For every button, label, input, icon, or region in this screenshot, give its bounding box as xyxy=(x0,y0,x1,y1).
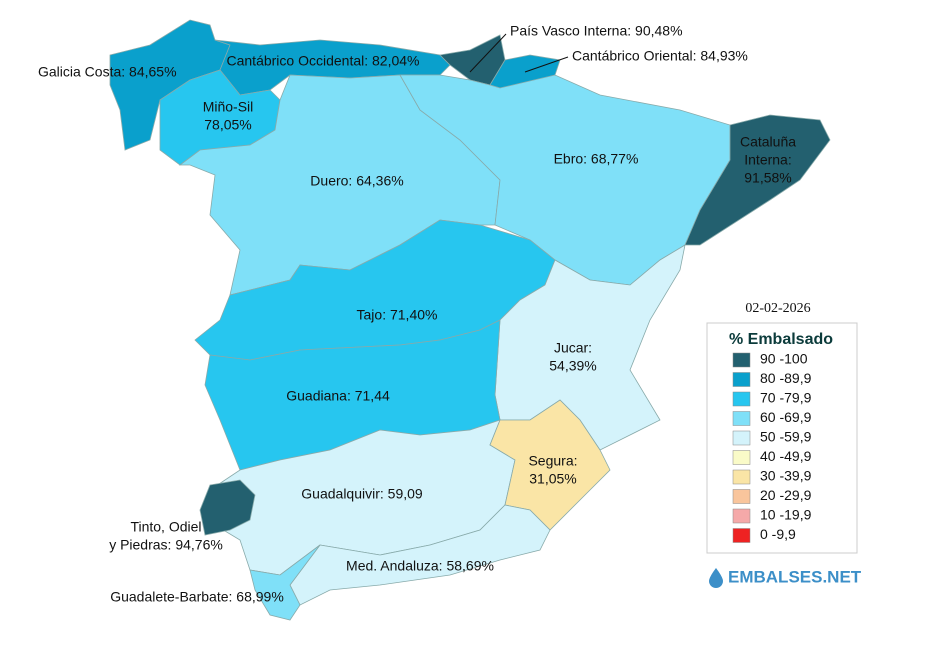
legend-swatch xyxy=(732,469,751,485)
legend-swatch xyxy=(732,372,751,387)
legend-swatch xyxy=(732,411,751,426)
legend-items: 90 -100 80 -89,9 70 -79,9 60 -69,9 50 -59,9 4… xyxy=(732,351,812,543)
basin-label: Miño-Sil xyxy=(203,99,254,115)
basin-label: Tajo: 71,40% xyxy=(357,307,438,323)
basin-label: Guadalquivir: 59,09 xyxy=(301,486,423,502)
basin-label: País Vasco Interna: 90,48% xyxy=(510,23,683,39)
basin-label: Guadiana: 71,44 xyxy=(286,388,390,404)
basin-label: 54,39% xyxy=(549,358,596,374)
legend-label: 50 -59,9 xyxy=(760,429,812,445)
brand-icon xyxy=(709,568,723,588)
legend-label: 0 -9,9 xyxy=(760,526,796,542)
date: 02-02-2026 xyxy=(745,301,810,316)
basin-label: y Piedras: 94,76% xyxy=(109,537,223,553)
legend-swatch xyxy=(732,450,751,465)
brand: EMBALSES.NET xyxy=(728,567,862,586)
legend-label: 60 -69,9 xyxy=(760,409,812,425)
basin-label: 91,58% xyxy=(744,170,791,186)
leader-line xyxy=(469,33,507,73)
basin-label: Jucar: xyxy=(554,340,592,356)
basin-label: Guadalete-Barbate: 68,99% xyxy=(110,589,284,605)
legend-swatch xyxy=(732,489,751,504)
labels: Galicia Costa: 84,65% Cantábrico Occident… xyxy=(38,23,796,605)
basin-label: Interna: xyxy=(744,152,791,168)
region xyxy=(199,479,256,536)
region xyxy=(289,504,551,606)
legend-label: 40 -49,9 xyxy=(760,448,812,464)
leader-line xyxy=(524,56,569,73)
basin-label: Duero: 64,36% xyxy=(310,173,403,189)
basin-label: 78,05% xyxy=(204,117,251,133)
basin-label: Cantábrico Occidental: 82,04% xyxy=(227,53,420,69)
basin-label: Segura: xyxy=(528,453,577,469)
legend-swatch xyxy=(732,430,751,446)
legend-label: 20 -29,9 xyxy=(760,487,812,503)
region xyxy=(249,544,321,621)
basin-label: Cataluña xyxy=(740,134,796,150)
legend-label: 30 -39,9 xyxy=(760,468,812,484)
basin-label: Galicia Costa: 84,65% xyxy=(38,64,177,80)
region xyxy=(684,114,831,246)
legend-label: 70 -79,9 xyxy=(760,390,812,406)
region xyxy=(489,399,611,531)
legend-label: 90 -100 xyxy=(760,351,808,367)
legend-label: 80 -89,9 xyxy=(760,370,812,386)
basin-label: Cantábrico Oriental: 84,93% xyxy=(572,48,748,64)
legend-title: % Embalsado xyxy=(729,331,833,348)
basin-label: Tinto, Odiel xyxy=(130,519,201,535)
legend-swatch xyxy=(732,352,751,368)
legend-swatch xyxy=(732,508,751,524)
legend-box xyxy=(706,322,858,554)
legend-swatch xyxy=(732,391,751,407)
legend-label: 10 -19,9 xyxy=(760,507,812,523)
basin-label: 31,05% xyxy=(529,471,576,487)
basins-shapes xyxy=(109,19,831,621)
legend-swatch xyxy=(732,528,751,543)
basin-label: Med. Andaluza: 58,69% xyxy=(346,558,494,574)
basin-label: Ebro: 68,77% xyxy=(554,151,639,167)
